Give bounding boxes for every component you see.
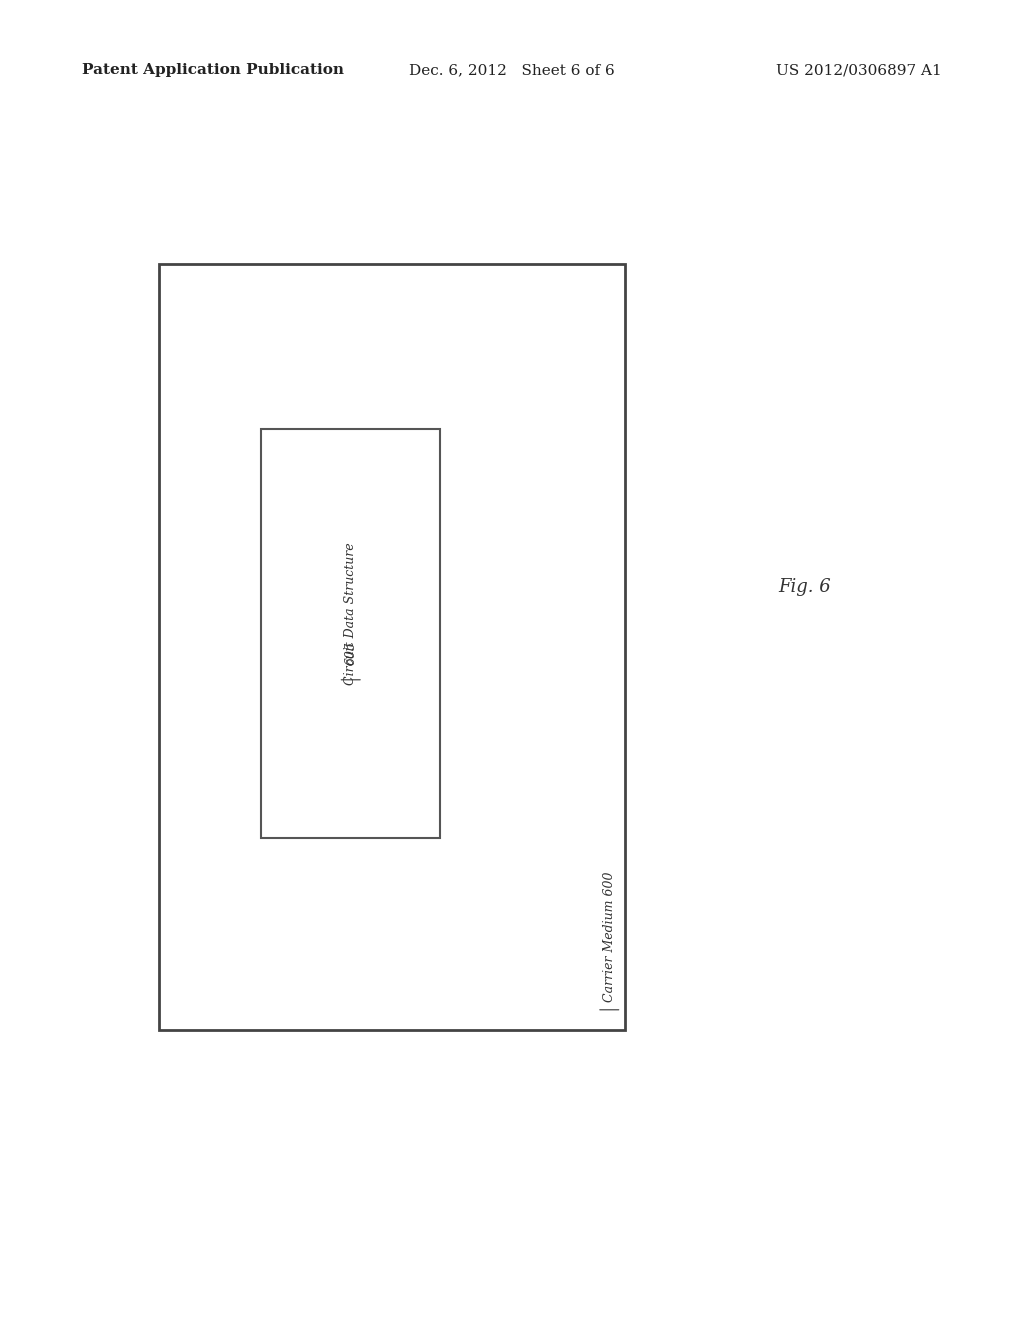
Text: Patent Application Publication: Patent Application Publication xyxy=(82,63,344,78)
FancyBboxPatch shape xyxy=(261,429,440,838)
Text: Circuit Data Structure: Circuit Data Structure xyxy=(344,543,357,685)
Text: Fig. 6: Fig. 6 xyxy=(778,578,831,597)
FancyBboxPatch shape xyxy=(159,264,625,1030)
Text: Carrier Medium 600: Carrier Medium 600 xyxy=(603,873,615,1002)
Text: 605: 605 xyxy=(344,642,357,665)
Text: Dec. 6, 2012   Sheet 6 of 6: Dec. 6, 2012 Sheet 6 of 6 xyxy=(410,63,614,78)
Text: US 2012/0306897 A1: US 2012/0306897 A1 xyxy=(776,63,942,78)
